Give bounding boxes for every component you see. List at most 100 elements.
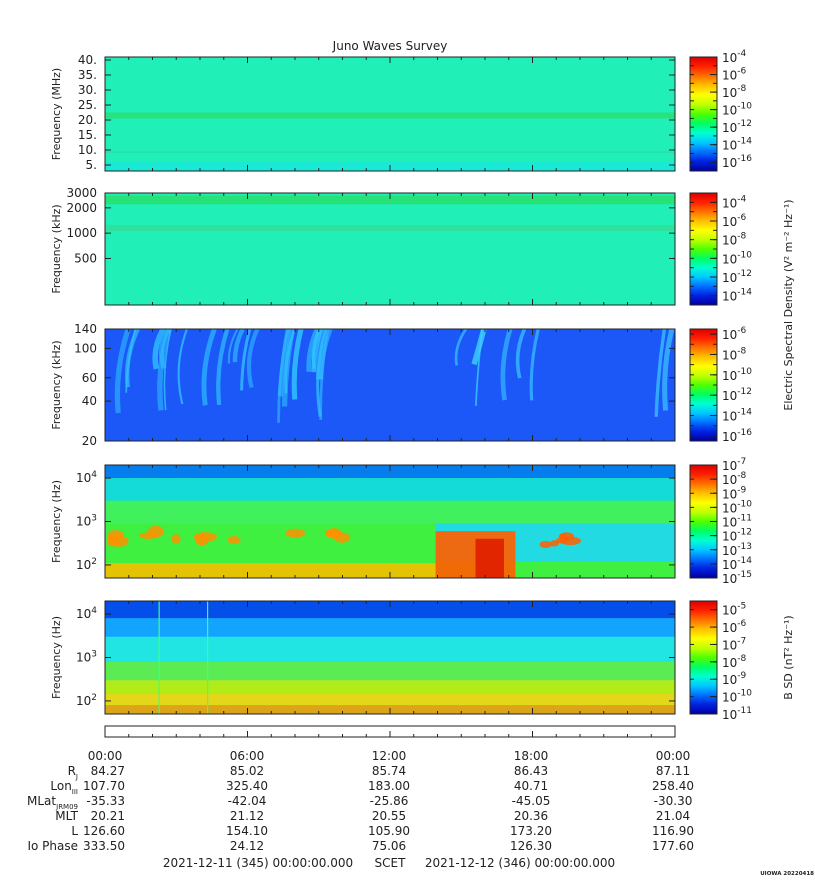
colorbar-label: 10-10: [722, 367, 752, 383]
y-tick-label: 103: [76, 650, 97, 665]
y-tick-label: 40: [82, 394, 97, 408]
colorbar-label: 10-8: [722, 84, 747, 100]
colorbar-label: 10-4: [722, 194, 747, 210]
spectrogram-image: [105, 601, 675, 714]
ephemeris-value: -45.05: [512, 794, 551, 808]
spectrogram-streak: [306, 329, 320, 372]
colorbar: 10-710-810-910-1010-1110-1210-1310-1410-…: [689, 457, 752, 586]
spectrogram-band: [105, 224, 675, 232]
spectrogram-image: [105, 193, 675, 305]
y-tick-label: 100: [74, 341, 97, 355]
footer-scet-label: SCET: [375, 856, 407, 870]
spectrogram-streak: [201, 329, 217, 406]
spectrogram-band: [105, 151, 675, 153]
spectrogram-band: [105, 112, 675, 119]
ephemeris-value: 333.50: [83, 839, 125, 853]
colorbar: 10-4 10-6 10-8 10-10 10-12 10-14 Electric Spec…: [689, 192, 795, 411]
spectrogram-streak: [158, 329, 171, 370]
colorbar-label: 10-14: [722, 137, 752, 153]
y-tick-label: 40.: [78, 53, 97, 67]
ephemeris-value: 177.60: [652, 839, 694, 853]
ephemeris-value: 116.90: [652, 824, 694, 838]
spectrogram-band: [105, 195, 675, 205]
time-label: 00:00: [656, 749, 691, 763]
ephemeris-value: -25.86: [370, 794, 409, 808]
spectrogram-streak: [216, 329, 230, 406]
y-tick-label: 30.: [78, 83, 97, 97]
spectrogram-band: [105, 636, 675, 662]
spectrogram-streak: [124, 329, 140, 388]
spectrogram-band: [105, 478, 675, 501]
spectrogram-background: [105, 329, 675, 441]
spectrogram-streak: [311, 329, 323, 373]
colorbar-label: 10-8: [722, 232, 747, 248]
y-axis-label: Frequency (Hz): [50, 616, 63, 699]
spectrogram-image: [105, 465, 675, 578]
y-tick-label: 500: [74, 251, 97, 265]
spectrogram-streak: [227, 329, 239, 364]
spectrogram-band: [105, 618, 675, 637]
spectrogram-image: [105, 57, 675, 171]
colorbar-gradient: [690, 601, 717, 714]
spectrogram-emission: [193, 532, 218, 542]
ephemeris-value: -42.04: [228, 794, 267, 808]
ephemeris-value: 173.20: [510, 824, 552, 838]
footer-start-time: 2021-12-11 (345) 00:00:00.000: [163, 856, 353, 870]
ephemeris-value: 24.12: [230, 839, 264, 853]
y-tick-label: 60: [82, 371, 97, 385]
footer-stamp: UIOWA 20220418: [760, 871, 814, 877]
spectrogram-streak: [281, 329, 296, 407]
spectrogram-streak: [319, 329, 333, 380]
ephemeris-value: 126.60: [83, 824, 125, 838]
ephemeris-row-label: RJ: [68, 764, 78, 781]
y-axis-label: Frequency (kHz): [50, 204, 63, 293]
ephemeris-value: 105.90: [368, 824, 410, 838]
y-tick-label: 15.: [78, 128, 97, 142]
colorbar-label: 10-10: [722, 689, 752, 705]
y-tick-label: 5.: [86, 158, 97, 172]
spectrogram-emission: [138, 532, 158, 539]
y-tick-label: 3000: [66, 186, 97, 200]
ephemeris-value: -30.30: [654, 794, 693, 808]
y-tick-label: 2000: [66, 201, 97, 215]
panel-1: 40.35.30.25.20.15.10.5. Frequency (MHz) 10…: [50, 49, 752, 172]
spectrogram-emission: [324, 529, 335, 538]
panel-4: 104 103 102 Frequency (Hz) 10-710-810-910-10…: [50, 457, 752, 586]
colorbar-frame: [689, 56, 718, 172]
ephemeris-value: 21.04: [656, 809, 690, 823]
spectrogram-emission: [550, 540, 560, 547]
y-tick-label: 102: [76, 557, 97, 572]
spectrogram-streak: [454, 329, 468, 366]
y-axis-label: Frequency (Hz): [50, 480, 63, 563]
time-label: 00:00: [88, 749, 123, 763]
spectrogram-streak: [529, 329, 540, 401]
ephemeris-table: 00:00 06:00 12:00 18:00 00:00 RJ 84.27 85.02 85.…: [27, 749, 694, 853]
spectrogram-image: [105, 329, 675, 441]
colorbar-label: 10-14: [722, 408, 752, 424]
spectrogram-band: [105, 680, 675, 694]
y-tick-label: 35.: [78, 68, 97, 82]
spectrogram-emission: [227, 536, 241, 544]
colorbar-label: 10-6: [722, 326, 747, 342]
spectrogram-streak: [291, 329, 304, 400]
spectrogram-streak: [163, 329, 172, 411]
spectrogram-streak: [152, 329, 166, 370]
colorbar-label: 10-16: [722, 428, 752, 444]
colorbar-label: 10-14: [722, 288, 752, 304]
spectrogram-streak: [246, 329, 260, 389]
spectrogram-streak: [114, 329, 131, 414]
y-axis-label: Frequency (kHz): [50, 340, 63, 429]
colorbar-label: 10-6: [722, 619, 747, 635]
spectrogram-streak: [471, 329, 487, 366]
spectrogram-streak: [515, 329, 527, 379]
colorbar-label: 10-11: [722, 706, 752, 722]
spectrogram-background: [105, 193, 675, 305]
ephemeris-value: 21.12: [230, 809, 264, 823]
colorbar-label: 10-12: [722, 119, 752, 135]
time-axis: [104, 725, 676, 738]
ephemeris-row-label: Io Phase: [27, 839, 78, 853]
y-tick-label: 104: [76, 606, 97, 621]
ephemeris-value: 85.74: [372, 764, 406, 778]
